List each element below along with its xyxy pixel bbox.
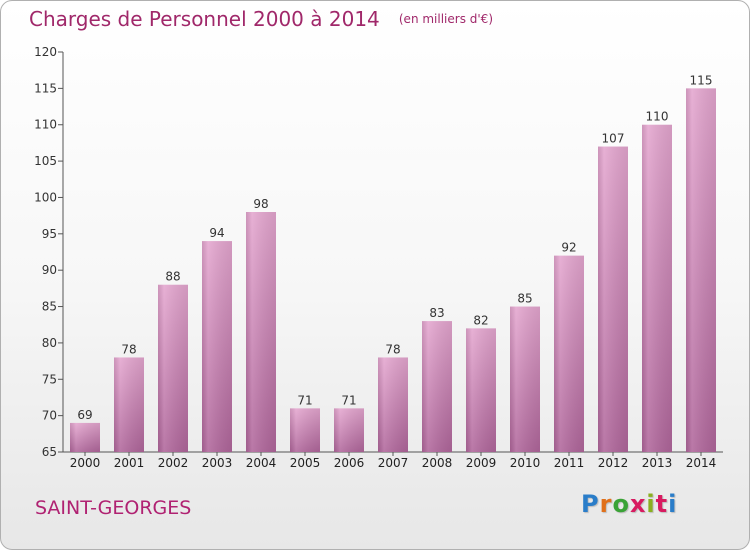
bar-shading xyxy=(114,357,144,452)
y-tick-label: 90 xyxy=(42,263,57,277)
y-tick-label: 95 xyxy=(42,227,57,241)
bar-value-label: 94 xyxy=(209,226,224,240)
bar-value-label: 69 xyxy=(77,408,92,422)
location-name: SAINT-GEORGES xyxy=(35,497,192,519)
logo-letter: i xyxy=(668,490,678,518)
y-tick-label: 115 xyxy=(34,81,57,95)
y-tick-label: 75 xyxy=(42,372,57,386)
x-tick-label: 2000 xyxy=(70,456,101,470)
bar-value-label: 78 xyxy=(121,342,136,356)
bar-value-label: 82 xyxy=(473,313,488,327)
bar-shading xyxy=(246,212,276,452)
bar-value-label: 71 xyxy=(341,393,356,407)
y-tick-label: 85 xyxy=(42,300,57,314)
bar-value-label: 78 xyxy=(385,342,400,356)
bar-shading xyxy=(334,408,364,452)
x-tick-label: 2011 xyxy=(554,456,585,470)
x-tick-label: 2002 xyxy=(158,456,189,470)
x-tick-label: 2014 xyxy=(686,456,717,470)
bar-shading xyxy=(290,408,320,452)
bar-shading xyxy=(686,88,716,452)
x-tick-label: 2003 xyxy=(202,456,233,470)
x-tick-label: 2001 xyxy=(114,456,145,470)
bar-value-label: 98 xyxy=(253,197,268,211)
bar-shading xyxy=(158,284,188,452)
bar-value-label: 110 xyxy=(646,110,669,124)
bar-value-label: 92 xyxy=(561,241,576,255)
x-tick-label: 2008 xyxy=(422,456,453,470)
bar-shading xyxy=(510,306,540,452)
y-tick-label: 80 xyxy=(42,336,57,350)
logo-letter: P xyxy=(581,490,600,518)
x-tick-label: 2005 xyxy=(290,456,321,470)
y-tick-label: 120 xyxy=(34,45,57,59)
bar-shading xyxy=(554,255,584,452)
x-tick-label: 2012 xyxy=(598,456,629,470)
bar-shading xyxy=(70,422,100,452)
logo-letter: o xyxy=(612,490,630,518)
y-tick-label: 110 xyxy=(34,118,57,132)
y-tick-label: 70 xyxy=(42,409,57,423)
bar-value-label: 88 xyxy=(165,270,180,284)
bar-value-label: 107 xyxy=(602,132,625,146)
bar-shading xyxy=(378,357,408,452)
bar-shading xyxy=(598,146,628,452)
chart-title-line: Charges de Personnel 2000 à 2014 (en mil… xyxy=(29,7,493,31)
x-tick-label: 2006 xyxy=(334,456,365,470)
bar-shading xyxy=(466,328,496,452)
logo-letter: i xyxy=(646,490,656,518)
y-tick-label: 105 xyxy=(34,154,57,168)
bar-shading xyxy=(642,124,672,453)
proxiti-logo[interactable]: Proxiti xyxy=(581,490,677,518)
x-tick-label: 2010 xyxy=(510,456,541,470)
bar-value-label: 83 xyxy=(429,306,444,320)
x-tick-label: 2013 xyxy=(642,456,673,470)
bar-value-label: 85 xyxy=(517,292,532,306)
chart-subtitle: (en milliers d'€) xyxy=(398,12,493,26)
x-tick-label: 2007 xyxy=(378,456,409,470)
logo-letter: x xyxy=(629,490,647,518)
bar-shading xyxy=(202,241,232,452)
logo-letter: r xyxy=(599,490,613,518)
x-tick-label: 2009 xyxy=(466,456,497,470)
y-tick-label: 65 xyxy=(42,445,57,459)
bar-value-label: 71 xyxy=(297,393,312,407)
bar-shading xyxy=(422,321,452,452)
y-tick-label: 100 xyxy=(34,190,57,204)
logo-letter: t xyxy=(655,490,669,518)
x-tick-label: 2004 xyxy=(246,456,277,470)
bar-value-label: 115 xyxy=(690,73,713,87)
chart-title: Charges de Personnel 2000 à 2014 xyxy=(29,7,380,31)
